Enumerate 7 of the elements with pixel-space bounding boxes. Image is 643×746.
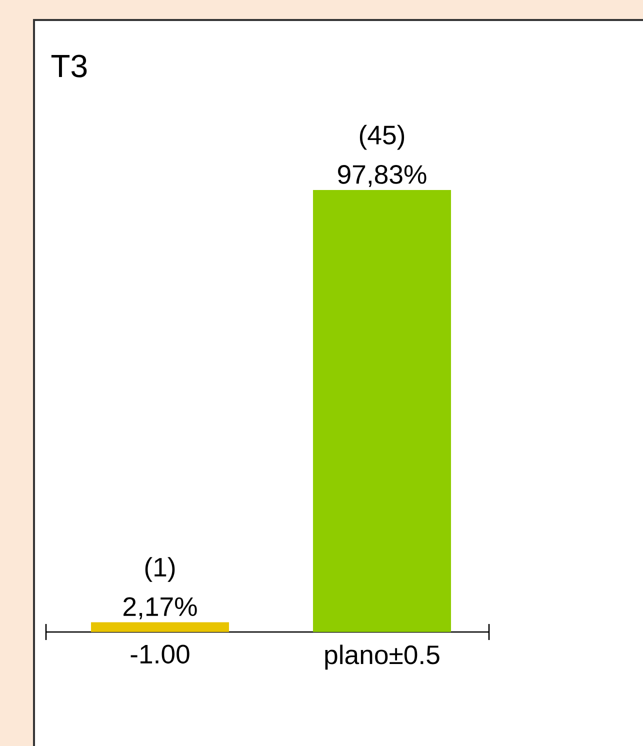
x-tick-label: -1.00 — [130, 644, 190, 664]
annotation: (1) — [145, 557, 175, 582]
data-label: 97,83% — [338, 165, 426, 188]
chart-title: T3 — [51, 54, 87, 78]
annotation: (45) — [360, 124, 404, 150]
data-label: 2,17% — [124, 597, 197, 620]
x-tick-label: plano±0.5 — [325, 644, 440, 670]
